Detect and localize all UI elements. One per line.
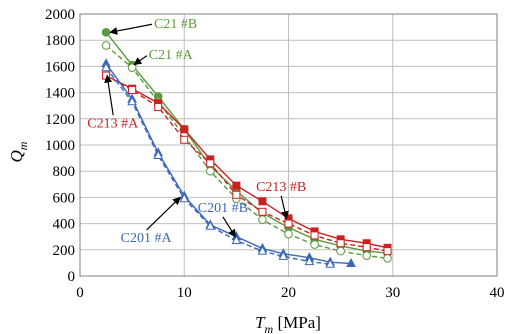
annotation-c213-b: C213 #B [256, 180, 306, 195]
x-tick-label: 40 [490, 285, 505, 301]
data-point [278, 250, 289, 260]
data-point [101, 41, 111, 50]
data-point [206, 166, 215, 176]
y-axis-title-sub: m [16, 141, 30, 150]
x-tick-label: 20 [281, 285, 296, 301]
data-point [232, 181, 241, 190]
data-point [206, 159, 215, 168]
data-point [284, 229, 293, 239]
series-c21-a [101, 41, 392, 263]
y-axis-title-main: Q [7, 150, 26, 162]
annotation-c21-a: C21 #A [149, 48, 194, 63]
data-point [127, 96, 137, 106]
data-point [179, 193, 190, 203]
data-point [180, 125, 189, 134]
series-c213-a [102, 71, 392, 256]
annotation-arrow [133, 55, 148, 66]
y-tick-label: 1200 [45, 112, 75, 128]
annotation-arrow [109, 23, 153, 35]
series-layer [101, 28, 392, 268]
series-line [105, 44, 388, 259]
data-point [232, 190, 241, 199]
y-tick-label: 2000 [45, 7, 75, 23]
x-axis-title-sub: m [265, 322, 274, 334]
data-point [231, 235, 242, 245]
x-axis-title-main: T [255, 313, 266, 332]
data-point [258, 197, 267, 206]
x-tick-label: 10 [177, 285, 192, 301]
data-point [128, 85, 137, 94]
y-tick-label: 200 [53, 243, 76, 259]
x-axis-title-unit: [MPa] [273, 313, 321, 332]
data-point [310, 240, 319, 249]
annotation-c201-a: C201 #A [121, 231, 173, 246]
data-point [257, 245, 268, 255]
y-tick-label: 1400 [45, 86, 75, 102]
series-c21-b [101, 28, 392, 258]
annotations: C21 #B C21 #A C213 #A C213 #B C201 #B C201 #A [87, 17, 306, 246]
y-tick-label: 800 [53, 164, 76, 180]
data-point [127, 63, 137, 73]
axes: 0 200 400 600 800 1000 1200 1400 1600 1800 2000 0 10… [45, 7, 505, 301]
data-point [310, 231, 319, 240]
x-tick-label: 30 [385, 285, 400, 301]
data-point [153, 149, 164, 159]
data-point [258, 215, 267, 224]
annotation-c21-b: C21 #B [154, 17, 197, 32]
x-axis-title: Tm [MPa] [255, 313, 321, 334]
series-line [105, 74, 388, 249]
series-c213-b [102, 71, 392, 252]
y-tick-label: 1800 [45, 33, 75, 49]
series-c201-a [101, 62, 336, 268]
data-point [383, 247, 392, 256]
data-point [362, 251, 371, 260]
data-point [304, 256, 315, 266]
y-tick-label: 600 [53, 190, 76, 206]
data-point [154, 103, 163, 112]
data-point [102, 71, 111, 80]
y-tick-label: 0 [68, 269, 76, 285]
data-point [180, 135, 189, 144]
annotation-c201-b: C201 #B [198, 201, 248, 216]
y-tick-label: 1600 [45, 59, 75, 75]
data-point [336, 246, 345, 256]
data-point [284, 219, 293, 228]
series-line [105, 67, 331, 265]
y-tick-label: 1000 [45, 138, 75, 154]
series-line [105, 74, 388, 252]
data-point [101, 28, 111, 37]
data-point [325, 258, 336, 268]
data-point [336, 239, 345, 248]
data-point [101, 62, 111, 72]
data-point [346, 257, 356, 268]
data-point [205, 220, 216, 230]
y-axis-title: Qm [7, 141, 30, 162]
annotation-arrow [146, 196, 181, 231]
x-tick-label: 0 [76, 285, 84, 301]
data-point [362, 243, 371, 252]
series-line [105, 31, 388, 254]
y-tick-label: 400 [53, 217, 76, 233]
annotation-arrow [222, 216, 236, 238]
plot-frame [79, 13, 498, 277]
data-point [258, 207, 267, 216]
annotation-c213-a: C213 #A [87, 116, 139, 131]
annotation-arrow [104, 74, 114, 116]
data-point [383, 254, 392, 263]
annotation-arrow [280, 195, 289, 220]
